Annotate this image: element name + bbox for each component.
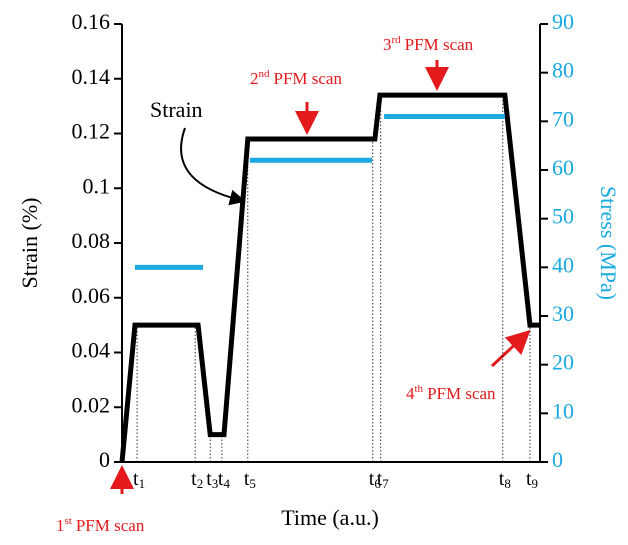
time-mark-base: t bbox=[133, 468, 139, 490]
time-mark-sub: 3 bbox=[212, 476, 219, 491]
time-mark-sub: 6 bbox=[374, 476, 381, 491]
y-axis-label: Strain (%) bbox=[17, 197, 42, 288]
time-mark-base: t bbox=[206, 468, 212, 490]
y-tick-label: 0.1 bbox=[83, 173, 111, 198]
y2-tick-label: 30 bbox=[552, 301, 574, 326]
time-mark-sub: 4 bbox=[223, 476, 230, 491]
annotation-number: 2 bbox=[250, 69, 259, 88]
y-tick-label: 0.02 bbox=[72, 392, 111, 417]
annotation-superscript: th bbox=[415, 383, 424, 395]
annotation-number: 4 bbox=[406, 384, 415, 403]
strain-line bbox=[119, 92, 540, 463]
annotation-text: PFM scan bbox=[427, 384, 496, 403]
y-tick-label: 0.16 bbox=[72, 9, 111, 34]
y2-tick-label: 40 bbox=[552, 252, 574, 277]
pfm-annotation: 3rd PFM scan bbox=[383, 34, 474, 54]
time-mark-label: t2 bbox=[191, 468, 203, 491]
y-tick-label: 0.12 bbox=[72, 119, 111, 144]
annotation-text: PFM scan bbox=[76, 516, 145, 535]
time-mark-base: t bbox=[369, 468, 375, 490]
time-mark-sub: 7 bbox=[382, 476, 389, 491]
annotation-text: PFM scan bbox=[274, 69, 343, 88]
y2-tick-label: 80 bbox=[552, 58, 574, 83]
y2-tick-label: 90 bbox=[552, 9, 574, 34]
annotation-number: 1 bbox=[56, 516, 65, 535]
time-mark-sub: 1 bbox=[139, 476, 146, 491]
annotation-superscript: nd bbox=[259, 68, 271, 80]
y2-tick-label: 60 bbox=[552, 155, 574, 180]
time-mark-label: t9 bbox=[526, 468, 538, 491]
annotation-superscript: st bbox=[65, 515, 72, 527]
time-mark-base: t bbox=[377, 468, 383, 490]
annotation-number: 3 bbox=[383, 35, 392, 54]
y2-tick-label: 70 bbox=[552, 106, 574, 131]
time-mark-sub: 5 bbox=[249, 476, 256, 491]
x-axis-label: Time (a.u.) bbox=[281, 505, 379, 530]
time-mark-base: t bbox=[244, 468, 250, 490]
annotation-arrow bbox=[180, 127, 246, 206]
y2-tick-label: 50 bbox=[552, 204, 574, 229]
strain-annotation: Strain bbox=[150, 97, 203, 122]
time-mark-base: t bbox=[218, 468, 224, 490]
time-mark-label: t4 bbox=[218, 468, 231, 491]
time-mark-label: t5 bbox=[244, 468, 256, 491]
y2-tick-label: 10 bbox=[552, 398, 574, 423]
time-mark-sub: 2 bbox=[197, 476, 204, 491]
y-tick-label: 0.08 bbox=[72, 228, 111, 253]
y2-tick-label: 0 bbox=[552, 447, 563, 472]
y-tick-label: 0.04 bbox=[72, 338, 111, 363]
y2-tick-label: 20 bbox=[552, 350, 574, 375]
annotation-superscript: rd bbox=[392, 34, 402, 46]
time-mark-label: t6 bbox=[369, 468, 382, 491]
time-mark-sub: 9 bbox=[532, 476, 539, 491]
pfm-annotation: 2nd PFM scan bbox=[250, 68, 342, 88]
y-tick-label: 0 bbox=[99, 447, 110, 472]
y-tick-label: 0.14 bbox=[72, 64, 111, 89]
time-mark-label: t7 bbox=[377, 468, 390, 491]
time-mark-base: t bbox=[191, 468, 197, 490]
y-tick-label: 0.06 bbox=[72, 283, 111, 308]
time-mark-label: t3 bbox=[206, 468, 218, 491]
time-mark-label: t8 bbox=[499, 468, 511, 491]
pfm-annotation: 4th PFM scan bbox=[406, 383, 496, 403]
time-mark-base: t bbox=[499, 468, 505, 490]
annotation-arrow bbox=[490, 329, 531, 368]
annotation-text: PFM scan bbox=[405, 35, 474, 54]
pfm-annotation: 1st PFM scan bbox=[56, 515, 145, 535]
time-mark-label: t1 bbox=[133, 468, 145, 491]
y2-axis-label: Stress (MPa) bbox=[596, 186, 621, 300]
time-mark-base: t bbox=[526, 468, 532, 490]
time-mark-sub: 8 bbox=[504, 476, 511, 491]
